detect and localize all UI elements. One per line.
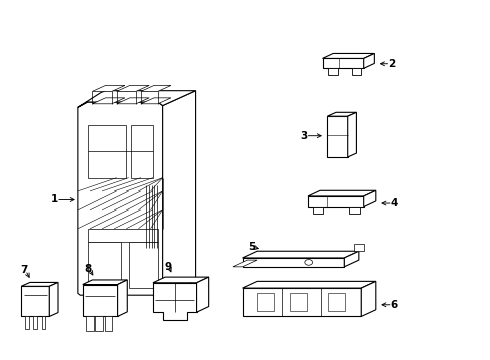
Polygon shape: [361, 282, 376, 316]
Polygon shape: [78, 102, 163, 295]
Polygon shape: [243, 251, 359, 258]
Polygon shape: [327, 116, 348, 157]
Polygon shape: [243, 258, 344, 267]
Polygon shape: [354, 244, 364, 251]
Polygon shape: [328, 68, 338, 75]
Polygon shape: [364, 54, 374, 68]
Polygon shape: [25, 316, 29, 329]
Polygon shape: [33, 316, 37, 329]
Polygon shape: [243, 288, 361, 316]
Polygon shape: [49, 283, 58, 316]
Polygon shape: [21, 283, 58, 286]
Polygon shape: [313, 207, 323, 214]
Polygon shape: [290, 293, 307, 311]
Polygon shape: [349, 207, 360, 214]
Polygon shape: [117, 85, 149, 91]
Polygon shape: [308, 190, 376, 196]
Polygon shape: [344, 251, 359, 267]
Text: 2: 2: [388, 59, 395, 69]
Text: 1: 1: [51, 194, 58, 204]
Polygon shape: [104, 316, 112, 330]
Text: 3: 3: [301, 131, 308, 141]
Polygon shape: [86, 316, 94, 330]
Polygon shape: [243, 282, 376, 288]
Text: 9: 9: [164, 262, 171, 272]
Text: 5: 5: [248, 242, 256, 252]
Polygon shape: [131, 125, 153, 177]
Polygon shape: [233, 260, 257, 267]
Text: 8: 8: [84, 264, 92, 274]
Polygon shape: [327, 112, 356, 116]
Polygon shape: [117, 98, 149, 104]
Text: 7: 7: [21, 265, 28, 275]
Polygon shape: [88, 242, 122, 288]
Polygon shape: [129, 242, 158, 288]
Polygon shape: [21, 286, 49, 316]
Polygon shape: [308, 196, 364, 207]
Polygon shape: [88, 229, 158, 242]
Polygon shape: [83, 284, 118, 316]
Polygon shape: [83, 280, 127, 284]
Polygon shape: [196, 277, 209, 312]
Polygon shape: [96, 316, 103, 330]
Polygon shape: [257, 293, 274, 311]
Polygon shape: [328, 293, 345, 311]
Polygon shape: [93, 85, 125, 91]
Polygon shape: [322, 58, 364, 68]
Polygon shape: [153, 283, 196, 320]
Polygon shape: [352, 68, 361, 75]
Text: 4: 4: [391, 198, 398, 208]
Polygon shape: [141, 98, 171, 104]
Text: 6: 6: [391, 300, 397, 310]
Polygon shape: [364, 190, 376, 207]
Polygon shape: [78, 91, 196, 107]
Polygon shape: [42, 316, 46, 329]
Polygon shape: [88, 125, 126, 177]
Polygon shape: [93, 98, 125, 104]
Polygon shape: [153, 277, 209, 283]
Polygon shape: [322, 54, 374, 58]
Polygon shape: [118, 280, 127, 316]
Polygon shape: [141, 85, 171, 91]
Polygon shape: [163, 91, 196, 295]
Polygon shape: [348, 112, 356, 157]
